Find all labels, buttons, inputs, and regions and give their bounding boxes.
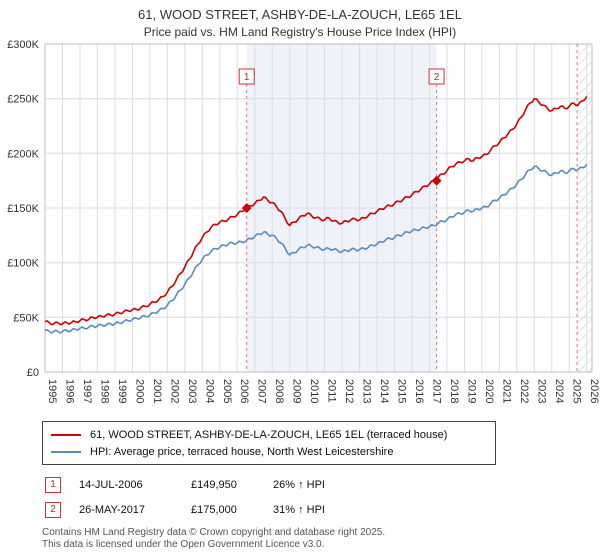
x-axis-tick-label: 2025	[570, 379, 582, 403]
footer-line-1: Contains HM Land Registry data © Crown c…	[42, 527, 386, 538]
transaction-number-badge: 2	[45, 502, 61, 518]
transaction-price: £149,950	[191, 479, 237, 491]
x-axis-tick-label: 2007	[256, 379, 268, 403]
x-axis-tick-label: 2022	[518, 379, 530, 403]
y-axis-tick-label: £100K	[7, 258, 39, 270]
sale-number-label: 2	[434, 72, 440, 83]
sale-number-box	[238, 68, 255, 85]
x-axis-tick-label: 2013	[361, 379, 373, 403]
transaction-date: 26-MAY-2017	[79, 504, 146, 516]
x-axis-tick-label: 2010	[308, 379, 320, 403]
x-axis-tick-label: 2024	[553, 379, 565, 403]
x-axis-tick-label: 2001	[151, 379, 163, 403]
x-axis-tick-label: 2011	[326, 379, 338, 403]
x-axis-tick-label: 2000	[133, 379, 145, 403]
sale-number-box	[428, 68, 445, 85]
footer-line-2: This data is licensed under the Open Gov…	[42, 539, 325, 550]
plot-border	[44, 43, 593, 373]
x-axis-tick-label: 1995	[46, 379, 58, 403]
y-axis-tick-label: £0	[27, 367, 39, 379]
x-axis-tick-label: 2008	[273, 379, 285, 403]
chart-area: 1 2 £0 £50K £100K £150K £200K £250K £300K 1995 199…	[0, 39, 600, 411]
transaction-row-1: 1 14-JUL-2006 £149,950 26% ↑ HPI	[45, 477, 600, 493]
price-line-swatch	[51, 433, 81, 436]
y-axis-tick-label: £150K	[7, 203, 39, 215]
sale-number-label: 1	[244, 72, 250, 83]
x-axis-tick-label: 2015	[396, 379, 408, 403]
x-axis-tick-label: 2006	[238, 379, 250, 403]
transactions-table: 1 14-JUL-2006 £149,950 26% ↑ HPI 2 26-MA…	[45, 477, 600, 518]
y-axis-tick-label: £250K	[7, 94, 39, 106]
y-axis-tick-label: £300K	[7, 39, 39, 51]
y-axis-tick-label: £50K	[13, 312, 39, 324]
y-axis-tick-label: £200K	[7, 148, 39, 160]
x-axis-tick-label: 2012	[343, 379, 355, 403]
transaction-hpi-delta: 26% ↑ HPI	[273, 479, 325, 491]
x-axis-tick-label: 2002	[168, 379, 180, 403]
x-axis-tick-label: 1998	[98, 379, 110, 403]
license-footer: Contains HM Land Registry data © Crown c…	[42, 527, 600, 551]
price-chart: 1 2 £0 £50K £100K £150K £200K £250K £300K 1995 199…	[7, 39, 600, 403]
x-axis-tick-label: 2003	[186, 379, 198, 403]
x-axis-tick-label: 1997	[81, 379, 93, 403]
legend-label: HPI: Average price, terraced house, Nort…	[90, 445, 394, 458]
x-axis-tick-label: 2018	[448, 379, 460, 403]
sale-point-marker	[241, 203, 252, 214]
page-subtitle: Price paid vs. HM Land Registry's House …	[143, 25, 457, 39]
legend-item-price-paid: 61, WOOD STREET, ASHBY-DE-LA-ZOUCH, LE65…	[51, 426, 487, 443]
x-axis-tick-label: 2014	[378, 379, 390, 403]
transaction-row-2: 2 26-MAY-2017 £175,000 31% ↑ HPI	[45, 502, 600, 518]
x-axis-tick-label: 2019	[465, 379, 477, 403]
x-axis-tick-label: 2016	[413, 379, 425, 403]
x-axis-tick-label: 2017	[431, 379, 443, 403]
legend-item-hpi: HPI: Average price, terraced house, Nort…	[51, 443, 487, 460]
x-axis-tick-label: 2021	[500, 379, 512, 403]
x-axis-tick-label: 1999	[116, 379, 128, 403]
hpi-line	[44, 163, 588, 334]
chart-header: 61, WOOD STREET, ASHBY-DE-LA-ZOUCH, LE65…	[0, 0, 600, 39]
x-axis-tick-label: 2023	[535, 379, 547, 403]
legend-label: 61, WOOD STREET, ASHBY-DE-LA-ZOUCH, LE65…	[90, 428, 448, 441]
x-axis-tick-label: 2005	[221, 379, 233, 403]
transaction-hpi-delta: 31% ↑ HPI	[273, 504, 325, 516]
page-title: 61, WOOD STREET, ASHBY-DE-LA-ZOUCH, LE65…	[138, 7, 462, 22]
x-axis-tick-label: 2004	[203, 379, 215, 403]
hpi-line-swatch	[51, 450, 81, 453]
x-axis-tick-label: 2020	[483, 379, 495, 403]
transaction-price: £175,000	[191, 504, 237, 516]
chart-legend: 61, WOOD STREET, ASHBY-DE-LA-ZOUCH, LE65…	[42, 421, 496, 465]
x-axis-tick-label: 2009	[291, 379, 303, 403]
x-axis-tick-label: 2026	[588, 379, 600, 403]
x-axis-tick-label: 1996	[64, 379, 76, 403]
transaction-number-badge: 1	[45, 477, 61, 493]
transaction-date: 14-JUL-2006	[79, 479, 143, 491]
price-paid-line	[44, 96, 588, 326]
sale-point-marker	[431, 175, 442, 186]
